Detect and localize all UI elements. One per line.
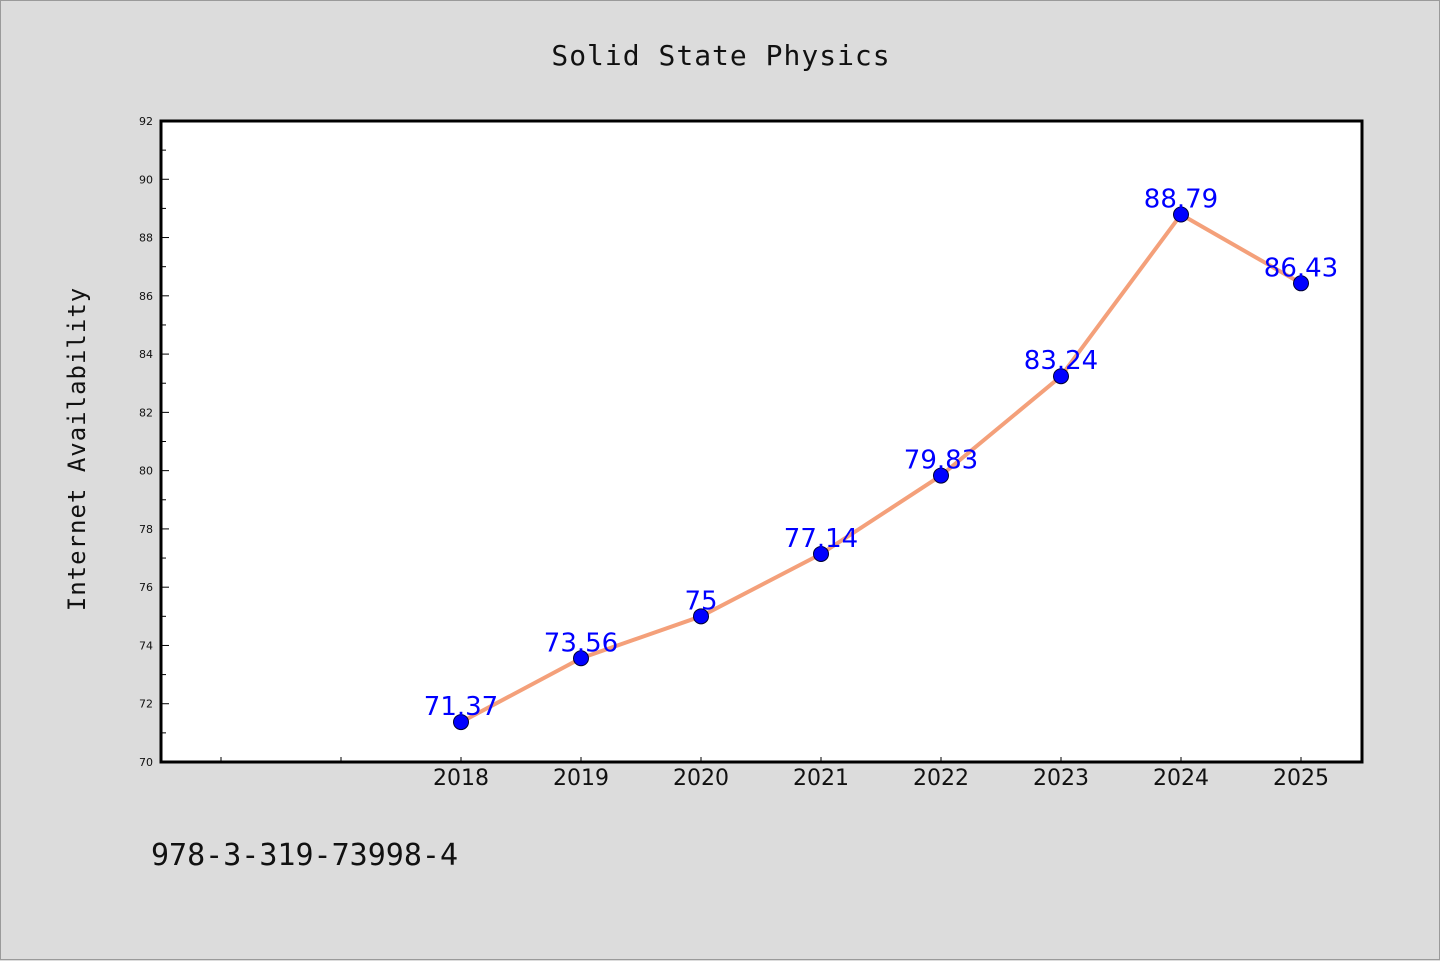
- data-labels: 71.37 73.56 75 77.14 79.83 83.24 88.79 86.43: [424, 185, 1338, 723]
- data-label: 73.56: [544, 628, 618, 658]
- y-tick-label: 72: [139, 698, 153, 711]
- y-axis-label: Internet Availability: [63, 287, 91, 611]
- y-tick-label: 90: [139, 173, 153, 186]
- data-label: 77.14: [784, 524, 858, 554]
- data-label: 86.43: [1264, 253, 1338, 283]
- axis-ticks: 70 72 74 76 78 80 82 84 86 88 90 92 2018 2019 2020 2021…: [139, 115, 1329, 791]
- x-tick-label: 2022: [913, 766, 969, 791]
- y-tick-label: 76: [139, 581, 153, 594]
- x-tick-label: 2025: [1273, 766, 1329, 791]
- data-point: [1053, 368, 1069, 385]
- x-tick-label: 2021: [793, 766, 849, 791]
- y-tick-label: 88: [139, 232, 153, 245]
- data-point: [693, 608, 709, 625]
- data-point: [573, 650, 589, 667]
- data-point: [453, 714, 469, 731]
- y-tick-label: 84: [139, 348, 153, 361]
- chart-title: Solid State Physics: [551, 39, 890, 72]
- data-label: 79.83: [904, 446, 978, 476]
- data-label: 83.24: [1024, 346, 1098, 376]
- x-tick-label: 2018: [433, 766, 489, 791]
- y-tick-label: 78: [139, 523, 153, 536]
- data-label: 75: [684, 586, 717, 616]
- y-tick-label: 82: [139, 406, 153, 419]
- data-points: [453, 206, 1309, 731]
- data-label: 71.37: [424, 692, 498, 722]
- data-label: 88.79: [1144, 185, 1218, 215]
- y-tick-label: 70: [139, 756, 153, 769]
- data-point: [1293, 275, 1309, 292]
- data-point: [813, 545, 829, 562]
- y-tick-label: 74: [139, 639, 153, 652]
- isbn-text: 978-3-319-73998-4: [151, 838, 458, 873]
- series-line: [459, 212, 1303, 725]
- x-tick-label: 2019: [553, 766, 609, 791]
- y-tick-label: 86: [139, 290, 153, 303]
- data-point: [933, 467, 949, 484]
- x-tick-label: 2020: [673, 766, 729, 791]
- x-tick-label: 2024: [1153, 766, 1209, 791]
- y-tick-label: 92: [139, 115, 153, 128]
- plot-area: [159, 119, 1364, 764]
- series-line-layer: [459, 212, 1303, 725]
- y-tick-label: 80: [139, 465, 153, 478]
- data-point: [1173, 206, 1189, 223]
- x-tick-label: 2023: [1033, 766, 1089, 791]
